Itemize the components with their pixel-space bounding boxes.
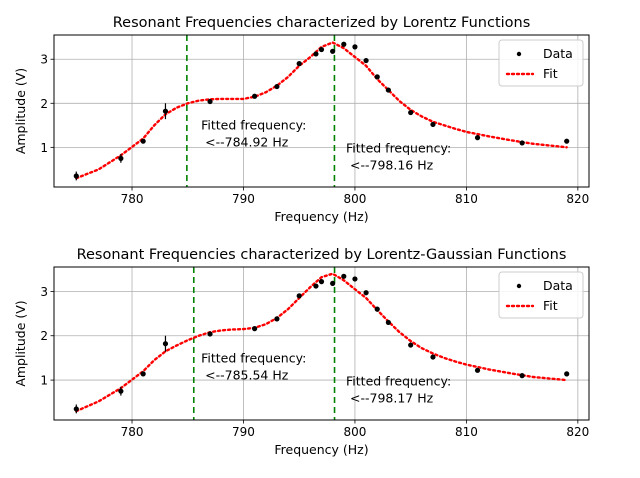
data-point — [296, 293, 302, 299]
legend-label-data: Data — [543, 46, 573, 61]
data-point — [118, 155, 124, 161]
chart-title: Resonant Frequencies characterized by Lo… — [113, 15, 531, 31]
x-tick-label: 800 — [343, 192, 366, 206]
annotation-value: <--784.92 Hz — [205, 135, 289, 150]
y-tick-label: 2 — [40, 329, 48, 343]
x-tick-label: 820 — [566, 192, 589, 206]
data-point — [430, 354, 436, 360]
data-point — [73, 406, 79, 412]
data-point — [374, 306, 380, 312]
x-tick-label: 780 — [121, 192, 144, 206]
data-point — [363, 290, 369, 296]
data-point — [330, 48, 336, 54]
data-point — [313, 283, 319, 289]
data-point — [318, 46, 325, 53]
y-axis-label: Amplitude (V) — [13, 300, 28, 386]
annotation-title: Fitted frequency: — [201, 350, 306, 365]
fit-curve — [75, 272, 568, 413]
annotation-title: Fitted frequency: — [346, 141, 451, 156]
data-point — [363, 57, 369, 64]
axes-frame — [53, 34, 590, 188]
legend: Data Fit — [498, 271, 584, 319]
legend-label-fit: Fit — [543, 298, 558, 313]
x-tick-label: 810 — [455, 425, 478, 439]
legend-marker-data — [516, 51, 522, 57]
data-point — [474, 367, 481, 373]
y-tick-label: 2 — [40, 97, 48, 111]
data-point — [118, 388, 124, 394]
data-point — [313, 51, 319, 57]
data-point — [330, 280, 336, 287]
data-point — [252, 93, 258, 99]
data-point — [140, 138, 146, 144]
chart-panel-1: Resonant Frequencies characterized by Lo… — [13, 15, 590, 224]
legend-label-fit: Fit — [543, 66, 558, 81]
data-point — [341, 273, 347, 279]
annotation-title: Fitted frequency: — [346, 373, 451, 388]
legend: Data Fit — [498, 39, 584, 87]
x-axis-label: Frequency (Hz) — [274, 442, 368, 457]
x-tick-label: 790 — [232, 192, 255, 206]
data-point — [341, 41, 347, 47]
y-tick-label: 3 — [40, 53, 48, 67]
data-point — [274, 83, 280, 90]
data-point — [385, 87, 391, 93]
data-point — [352, 276, 358, 282]
x-tick-label: 810 — [455, 192, 478, 206]
data-point — [430, 121, 436, 128]
data-point — [252, 326, 258, 332]
data-point — [140, 371, 146, 377]
x-tick-label: 780 — [121, 425, 144, 439]
data-point — [207, 98, 213, 105]
chart-panel-2: Resonant Frequencies characterized by Lo… — [13, 247, 590, 457]
axes-frame — [53, 266, 590, 421]
data-point — [318, 279, 325, 285]
fit-curve — [75, 41, 568, 180]
data-point — [408, 109, 414, 116]
data-point — [207, 331, 213, 337]
chart-title: Resonant Frequencies characterized by Lo… — [77, 247, 567, 263]
y-tick-label: 1 — [40, 374, 48, 388]
data-point — [162, 108, 169, 114]
annotation-value: <--798.17 Hz — [350, 390, 434, 405]
data-point — [564, 138, 570, 144]
x-tick-label: 800 — [343, 425, 366, 439]
data-point — [385, 319, 391, 326]
data-point — [352, 44, 358, 50]
annotation-title: Fitted frequency: — [201, 118, 306, 133]
data-point — [519, 373, 525, 379]
legend-marker-data — [516, 283, 522, 289]
data-point — [274, 316, 280, 322]
data-point — [564, 371, 570, 377]
annotation-value: <--785.54 Hz — [205, 367, 289, 382]
data-point — [296, 61, 302, 67]
legend-label-data: Data — [543, 278, 573, 293]
data-point — [162, 341, 169, 347]
y-axis-label: Amplitude (V) — [13, 68, 28, 154]
y-tick-label: 1 — [40, 141, 48, 155]
annotation-value: <--798.16 Hz — [350, 158, 434, 173]
data-point — [374, 74, 380, 80]
data-point — [474, 135, 481, 141]
data-point — [408, 342, 414, 348]
data-point — [73, 173, 79, 179]
data-point — [519, 140, 525, 146]
x-tick-label: 790 — [232, 425, 255, 439]
y-tick-label: 3 — [40, 285, 48, 299]
x-tick-label: 820 — [566, 425, 589, 439]
x-axis-label: Frequency (Hz) — [274, 209, 368, 224]
